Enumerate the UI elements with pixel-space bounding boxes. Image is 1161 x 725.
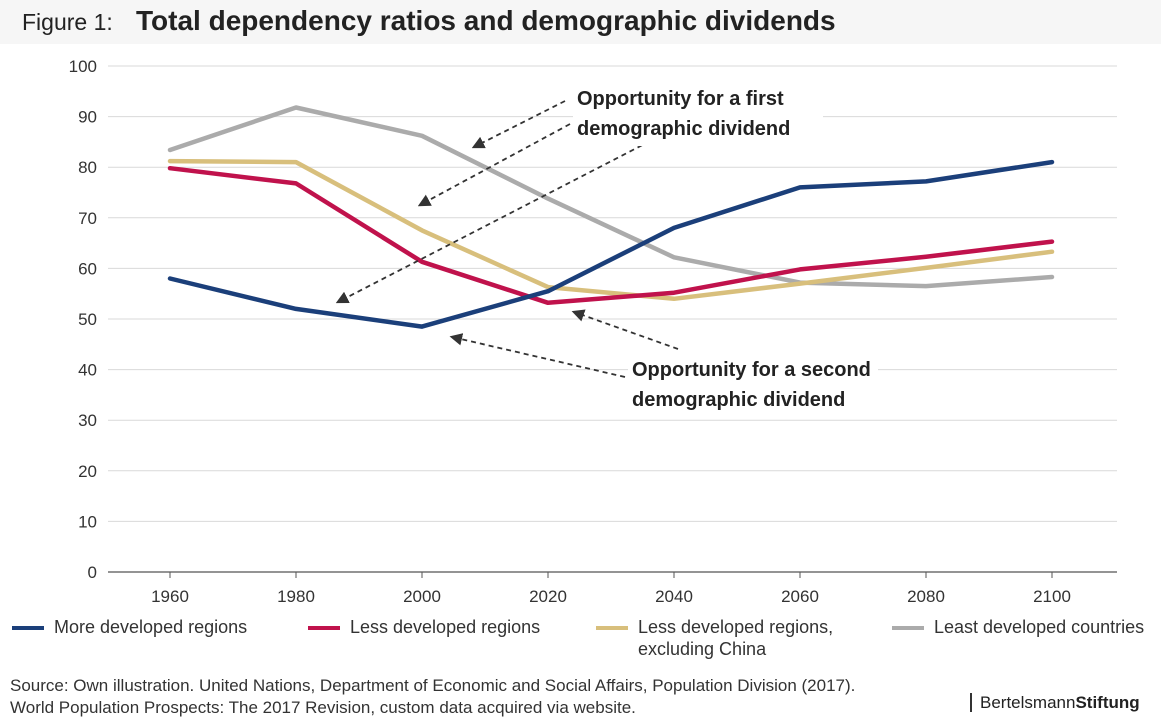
y-tick-label-40: 40 (78, 361, 97, 380)
annotation-arrows (335, 100, 679, 378)
annotation-text-2-line-2: demographic dividend (632, 389, 845, 411)
annotation-arrow-4 (571, 309, 679, 350)
legend-label: Least developed countries (934, 617, 1145, 637)
legend-label: More developed regions (54, 617, 248, 637)
legend-swatch (12, 626, 44, 630)
axes: 0 10 20 30 40 50 60 70 80 90 100 1960 1980 2000 2020 20… (69, 57, 1117, 604)
brand-part1: Bertelsmann (980, 693, 1076, 712)
y-tick-label-10: 10 (78, 512, 97, 531)
x-tick-label-1980: 1980 (277, 587, 315, 604)
y-tick-label-50: 50 (78, 310, 97, 329)
annotation-arrow-5 (449, 333, 626, 378)
y-tick-label-0: 0 (88, 563, 97, 582)
legend-label: Less developed regions, excluding China (638, 616, 833, 660)
x-tick-label-2080: 2080 (907, 587, 945, 604)
annotation-arrow-3 (335, 136, 659, 304)
legend-item-least-developed: Least developed countries (892, 616, 1144, 638)
annotation-bg-2 (628, 355, 878, 417)
line-chart: 0 10 20 30 40 50 60 70 80 90 100 1960 1980 2000 2020 20… (69, 57, 1117, 604)
x-tick-label-2020: 2020 (529, 587, 567, 604)
annotation-text-2-line-1: Opportunity for a second (632, 359, 871, 381)
legend-swatch (596, 626, 628, 630)
x-tick-label-2060: 2060 (781, 587, 819, 604)
y-tick-label-30: 30 (78, 411, 97, 430)
series-lines (167, 105, 1055, 329)
series-less-developed-line (167, 165, 1055, 306)
annotation-text-1-line-1: Opportunity for a first (577, 88, 784, 110)
legend-label-line2: excluding China (638, 639, 767, 659)
y-tick-label-60: 60 (78, 259, 97, 278)
legend: More developed regions Less developed re… (0, 616, 1161, 666)
annotation-arrow-1 (471, 100, 566, 149)
y-tick-label-70: 70 (78, 209, 97, 228)
y-tick-label-80: 80 (78, 158, 97, 177)
figure-header: Figure 1: Total dependency ratios and de… (0, 0, 1161, 44)
source-line-1: Source: Own illustration. United Nations… (10, 676, 856, 695)
brand-logo: BertelsmannStiftung (970, 693, 1140, 712)
legend-item-more-developed: More developed regions (12, 616, 247, 638)
legend-item-less-developed-excl-china: Less developed regions, excluding China (596, 616, 833, 660)
annotations: Opportunity for a first demographic divid… (573, 84, 878, 417)
x-tick-label-2000: 2000 (403, 587, 441, 604)
legend-label-line1: Less developed regions, (638, 617, 834, 637)
x-tick-label-2040: 2040 (655, 587, 693, 604)
legend-item-less-developed: Less developed regions (308, 616, 540, 638)
annotation-bg-1 (573, 84, 823, 146)
y-tick-label-100: 100 (69, 57, 97, 76)
y-tick-label-90: 90 (78, 108, 97, 127)
series-less-developed-excl-china-line (167, 158, 1055, 302)
series-more-developed-line (167, 159, 1055, 329)
source-line-2: World Population Prospects: The 2017 Rev… (10, 698, 636, 717)
x-tick-label-1960: 1960 (151, 587, 189, 604)
source-note: Source: Own illustration. United Nations… (10, 675, 855, 719)
legend-label: Less developed regions (350, 617, 541, 637)
x-tick-label-2100: 2100 (1033, 587, 1071, 604)
legend-swatch (308, 626, 340, 630)
brand-part2: Stiftung (1075, 693, 1140, 712)
series-least-developed-line (167, 105, 1055, 289)
figure-title: Total dependency ratios and demographic … (136, 5, 836, 36)
annotation-text-1-line-2: demographic dividend (577, 118, 790, 140)
y-tick-label-20: 20 (78, 462, 97, 481)
annotation-arrow-2 (417, 123, 571, 207)
figure-label: Figure 1: (22, 9, 113, 35)
legend-swatch (892, 626, 924, 630)
